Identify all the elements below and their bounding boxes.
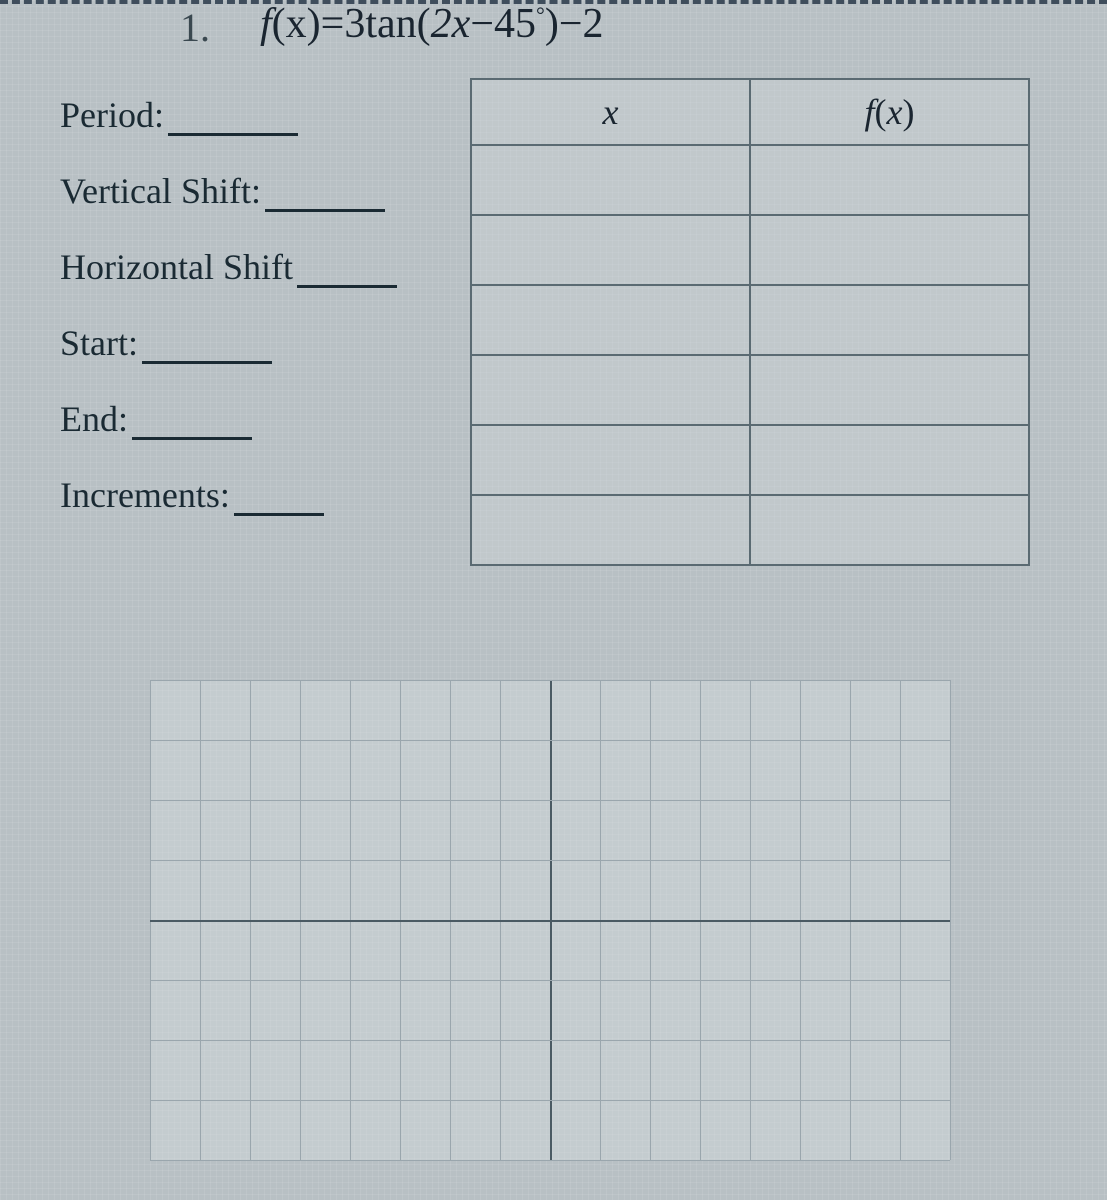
eq-fn: tan <box>365 1 416 47</box>
grid-line-v <box>950 680 951 1160</box>
eq-equals: = <box>321 1 345 47</box>
table-header-cell: f(x) <box>749 80 1028 144</box>
table-header-row: xf(x) <box>472 80 1028 144</box>
parameter-labels: Period: Vertical Shift: Horizontal Shift St… <box>60 94 397 550</box>
fill-blank[interactable] <box>234 488 324 516</box>
table-row <box>472 494 1028 564</box>
grid-line-h <box>150 740 950 741</box>
graph-grid <box>150 680 950 1160</box>
label-row: Vertical Shift: <box>60 170 397 212</box>
label-row: Start: <box>60 322 397 364</box>
grid-line-h <box>150 1100 950 1101</box>
fill-blank[interactable] <box>142 336 272 364</box>
eq-inside: 2x <box>431 1 471 47</box>
grid-line-h <box>150 800 950 801</box>
eq-openx: (x) <box>272 1 321 47</box>
fill-blank[interactable] <box>265 184 385 212</box>
label-row: Horizontal Shift <box>60 246 397 288</box>
label-text: Vertical Shift: <box>60 170 261 212</box>
table-cell[interactable] <box>749 356 1028 424</box>
problem-number: 1. <box>180 4 210 51</box>
eq-argclose: ) <box>545 1 559 47</box>
table-row <box>472 424 1028 494</box>
grid-line-h <box>150 680 950 681</box>
label-text: Start: <box>60 322 138 364</box>
label-text: Horizontal Shift <box>60 246 293 288</box>
grid-line-h <box>150 980 950 981</box>
table-cell[interactable] <box>472 146 749 214</box>
label-row: Period: <box>60 94 397 136</box>
table-cell[interactable] <box>472 286 749 354</box>
table-cell[interactable] <box>472 216 749 284</box>
table-cell[interactable] <box>472 426 749 494</box>
table-cell[interactable] <box>749 146 1028 214</box>
table-row <box>472 354 1028 424</box>
table-cell[interactable] <box>749 286 1028 354</box>
eq-degnum: 45 <box>494 1 536 47</box>
eq-degsym: ° <box>536 2 545 27</box>
eq-minus: − <box>470 1 494 47</box>
eq-argopen: ( <box>417 1 431 47</box>
label-row: End: <box>60 398 397 440</box>
x-axis <box>150 920 950 922</box>
fill-blank[interactable] <box>297 260 397 288</box>
table-cell[interactable] <box>749 216 1028 284</box>
eq-tail: −2 <box>559 1 604 47</box>
fill-blank[interactable] <box>168 108 298 136</box>
fill-blank[interactable] <box>132 412 252 440</box>
table-header-cell: x <box>472 80 749 144</box>
xy-table: xf(x) <box>470 78 1030 566</box>
label-row: Increments: <box>60 474 397 516</box>
eq-coef: 3 <box>344 1 365 47</box>
table-cell[interactable] <box>472 496 749 564</box>
table-cell[interactable] <box>749 426 1028 494</box>
table-cell[interactable] <box>472 356 749 424</box>
grid-line-h <box>150 1040 950 1041</box>
label-text: Increments: <box>60 474 230 516</box>
grid-line-h <box>150 860 950 861</box>
table-cell[interactable] <box>749 496 1028 564</box>
label-text: Period: <box>60 94 164 136</box>
table-row <box>472 214 1028 284</box>
grid-line-h <box>150 1160 950 1161</box>
table-row <box>472 144 1028 214</box>
label-text: End: <box>60 398 128 440</box>
equation: f(x)=3tan(2x−45°)−2 <box>260 0 604 48</box>
table-row <box>472 284 1028 354</box>
eq-f: f <box>260 1 272 47</box>
